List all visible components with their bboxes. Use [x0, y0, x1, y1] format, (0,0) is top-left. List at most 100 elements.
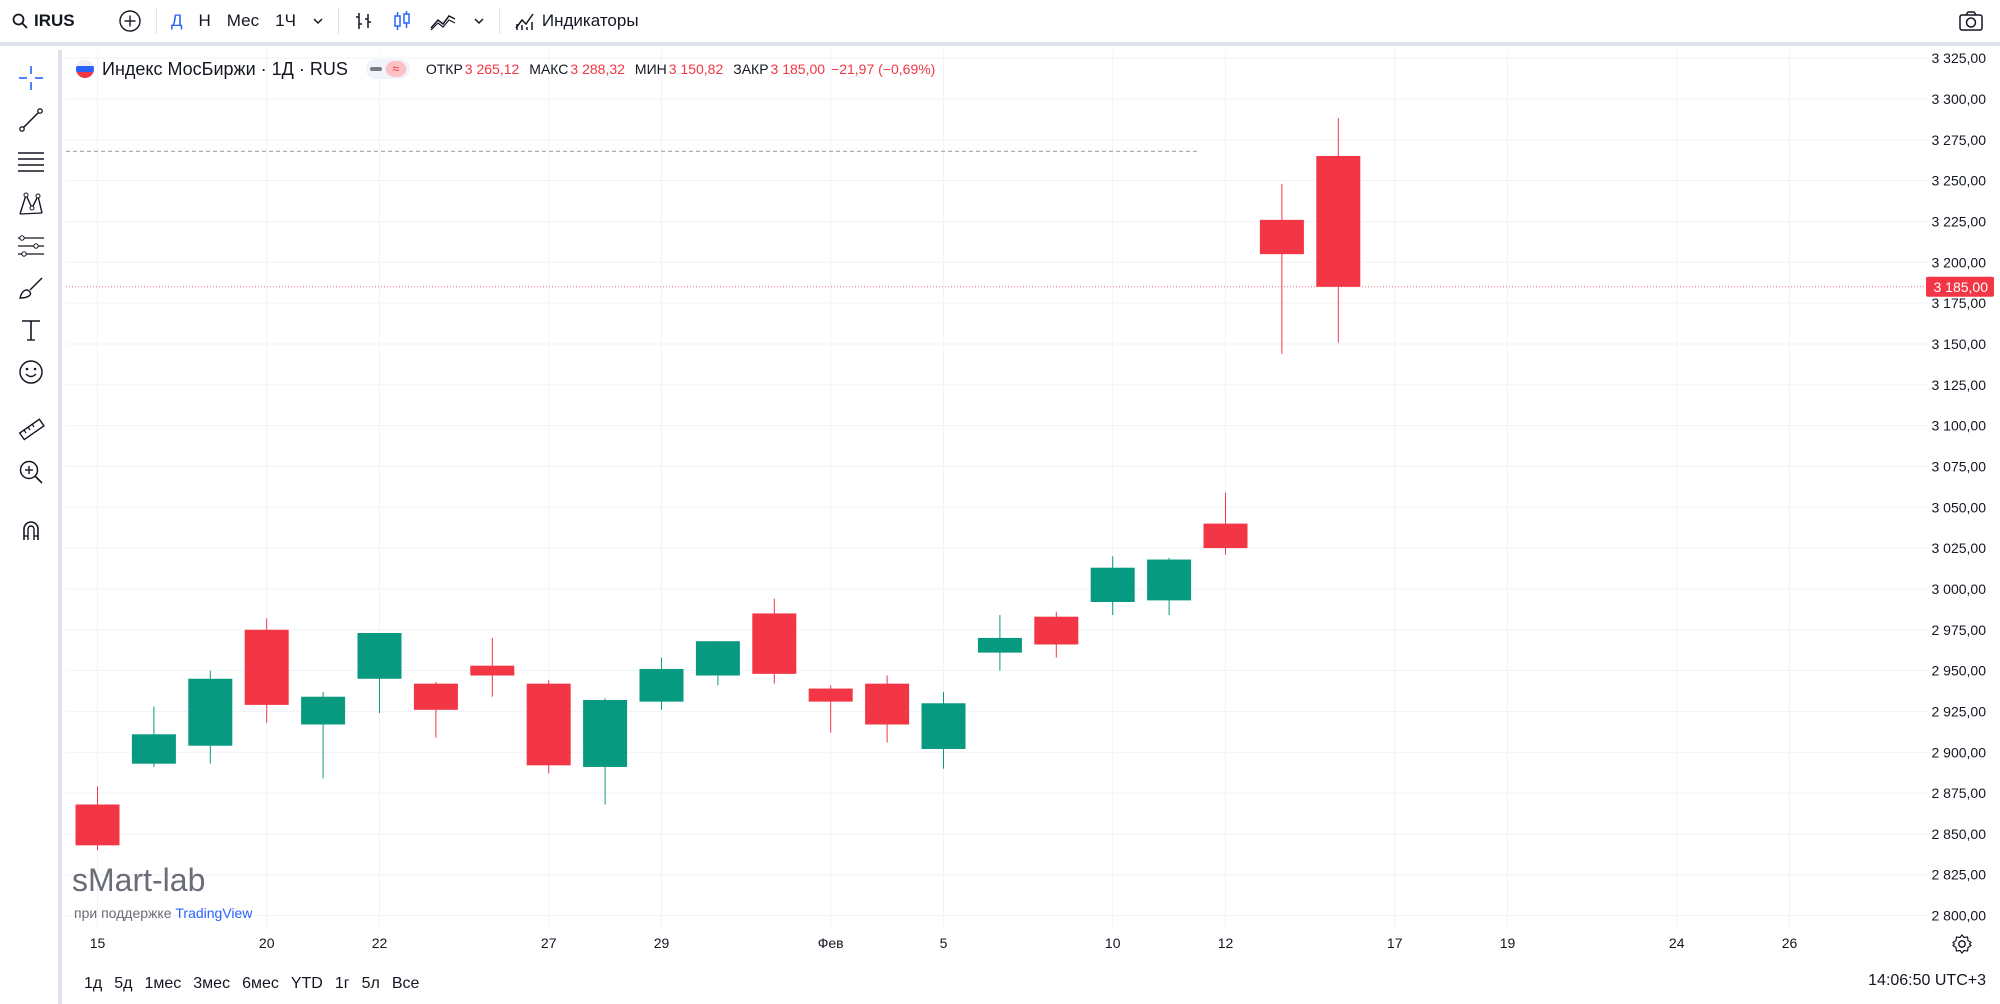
zoom-tool[interactable] [13, 454, 49, 490]
candle-body [244, 629, 289, 705]
emoji-icon [19, 360, 43, 384]
separator [498, 8, 500, 34]
grid [66, 50, 1928, 927]
close-value: 3 185,00 [770, 61, 826, 77]
brush-tool[interactable] [13, 270, 49, 306]
candle-body [357, 633, 402, 679]
range-5y[interactable]: 5л [361, 975, 380, 992]
candle-body [752, 613, 797, 674]
ruler-tool[interactable] [13, 412, 49, 448]
candle [1034, 611, 1079, 658]
forecast-icon [18, 235, 44, 257]
interval-month[interactable]: Мес [226, 11, 260, 30]
axis-settings-button[interactable] [1950, 932, 1974, 956]
search-icon [12, 13, 28, 29]
indicators-icon [515, 13, 534, 30]
candles-icon [394, 11, 410, 30]
range-1d[interactable]: 1д [84, 975, 103, 992]
brand-watermark: sMart-lab [72, 862, 206, 898]
time-axis: 15 20 22 27 29 Фев 5 10 12 17 19 24 26 [90, 935, 1798, 951]
magnet-icon [23, 521, 39, 540]
indicators-button[interactable]: Индикаторы [506, 0, 647, 44]
ruler-icon [18, 418, 45, 441]
price-tick-label: 2 975,00 [1932, 622, 1987, 638]
candle [1147, 557, 1192, 616]
drawing-toolbar [0, 50, 62, 1004]
price-tick-label: 2 800,00 [1932, 908, 1987, 924]
time-tick-label: 29 [654, 935, 670, 951]
candle [639, 657, 684, 710]
price-tick-label: 2 825,00 [1932, 867, 1987, 883]
compare-button[interactable] [110, 0, 150, 44]
emoji-tool[interactable] [13, 354, 49, 390]
range-ytd[interactable]: YTD [290, 975, 323, 992]
brush-icon [19, 277, 43, 299]
crosshair-tool[interactable] [13, 60, 49, 96]
interval-week[interactable]: Н [198, 11, 211, 30]
candle [75, 786, 120, 851]
legend-toggle[interactable]: ≈ [365, 59, 410, 79]
symbol-title[interactable]: Индекс МосБиржи · 1Д · RUS [102, 58, 348, 79]
range-6m[interactable]: 6мес [242, 975, 279, 992]
settings-icon [1952, 934, 1972, 954]
fib-icon [18, 152, 44, 172]
candle-body [470, 665, 515, 676]
zoom-icon [19, 460, 43, 484]
range-all[interactable]: Все [391, 975, 420, 992]
separator [156, 8, 157, 34]
price-tick-label: 3 125,00 [1932, 377, 1987, 393]
range-1m[interactable]: 1мес [144, 975, 182, 992]
powered-by: при поддержке TradingView [74, 905, 252, 921]
range-3m[interactable]: 3мес [193, 975, 231, 992]
interval-dropdown[interactable] [304, 0, 332, 44]
candle [695, 641, 740, 686]
candle [865, 675, 910, 743]
text-tool[interactable] [13, 312, 49, 348]
interval-hour[interactable]: 1Ч [275, 11, 296, 30]
candle-body [921, 703, 966, 749]
chart-type-dropdown[interactable] [465, 0, 493, 44]
candle [131, 706, 176, 767]
candle-body [977, 637, 1022, 653]
price-levels [66, 150, 1928, 288]
last-price-label: 3 185,00 [1934, 279, 1989, 295]
pattern-tool[interactable] [13, 186, 49, 222]
time-tick-label: 27 [541, 935, 557, 951]
candle [921, 691, 966, 769]
area-chart-icon [430, 15, 456, 31]
candle-body [695, 641, 740, 676]
candle [1203, 492, 1248, 555]
time-tick-label: 5 [940, 935, 948, 951]
chevron-down-icon [474, 18, 484, 25]
symbol-label: IRUS [34, 11, 75, 30]
interval-day[interactable]: Д [171, 11, 183, 30]
candle [301, 691, 346, 779]
last-price-badge [1926, 276, 1994, 297]
forecast-tool[interactable] [13, 228, 49, 264]
time-tick-label: 20 [259, 935, 275, 951]
fib-tool[interactable] [13, 144, 49, 180]
screenshot-button[interactable] [1950, 0, 1992, 44]
candle [188, 670, 233, 764]
clock[interactable]: 14:06:50 UTC+3 [1868, 972, 1986, 989]
magnet-tool[interactable] [13, 512, 49, 548]
bars-style-button[interactable] [345, 0, 383, 44]
symbol-search[interactable]: IRUS [0, 0, 110, 44]
time-tick-label: Фев [818, 935, 844, 951]
range-5d[interactable]: 5д [114, 975, 133, 992]
time-tick-label: 22 [372, 935, 388, 951]
indicators-label: Индикаторы [541, 11, 639, 30]
area-style-button[interactable] [421, 0, 465, 44]
range-1y[interactable]: 1г [334, 975, 350, 992]
candle-body [639, 668, 684, 702]
price-tick-label: 3 100,00 [1932, 418, 1987, 434]
candles-style-button[interactable] [383, 0, 421, 44]
flag-icon [76, 60, 94, 78]
high-label: МАКС [529, 61, 569, 77]
tradingview-link[interactable]: TradingView [175, 905, 253, 921]
trend-line-icon [19, 108, 43, 132]
price-tick-label: 2 850,00 [1932, 826, 1987, 842]
candle [583, 698, 628, 805]
trend-line-tool[interactable] [13, 102, 49, 138]
